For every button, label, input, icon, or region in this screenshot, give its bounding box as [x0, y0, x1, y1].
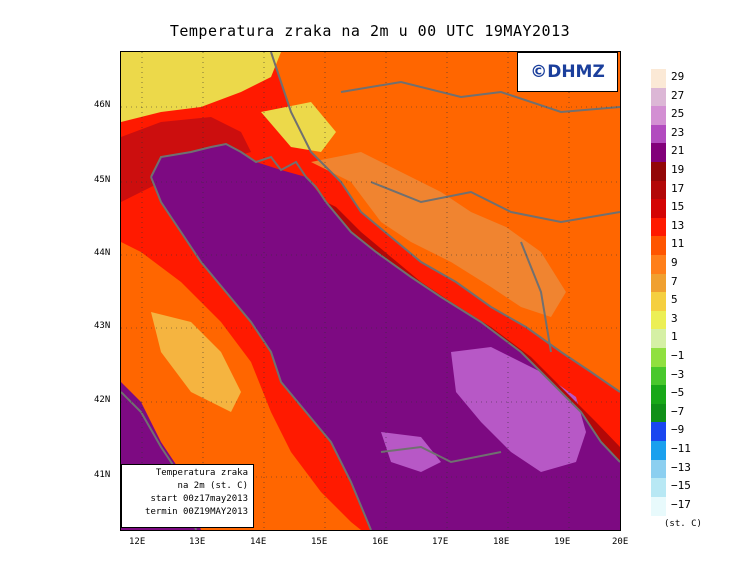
land-yellow-alpine	[121, 52, 281, 122]
y-tick: 46N	[94, 100, 111, 110]
legend-label: 7	[671, 274, 678, 288]
x-tick: 17E	[432, 537, 449, 547]
legend-label: −5	[671, 386, 685, 400]
legend-swatch	[651, 310, 666, 330]
y-tick: 42N	[94, 395, 111, 405]
legend-label: −13	[671, 460, 691, 474]
legend-swatch	[651, 366, 666, 386]
info-line-unit: na 2m (st. C)	[177, 481, 248, 491]
legend-label: 1	[671, 330, 678, 344]
legend-label: 21	[671, 144, 685, 158]
legend-label: −15	[671, 479, 691, 493]
x-tick: 16E	[372, 537, 389, 547]
legend-swatch	[651, 199, 666, 219]
y-tick: 41N	[94, 470, 111, 480]
legend-label: 11	[671, 237, 685, 251]
land-light-orange-band	[311, 152, 566, 317]
legend-label: 19	[671, 163, 685, 176]
legend-swatch	[651, 106, 666, 126]
dhmz-logo: ©DHMZ	[517, 52, 618, 92]
legend-swatch	[651, 69, 666, 88]
temperature-map	[120, 51, 621, 531]
legend-swatch	[651, 143, 666, 163]
legend-label: 9	[671, 256, 678, 269]
legend-swatch	[651, 422, 666, 442]
legend-swatch	[651, 162, 666, 181]
legend-label: 13	[671, 218, 685, 232]
legend-label: 5	[671, 293, 678, 307]
x-tick: 12E	[129, 537, 146, 547]
italy-interior	[121, 242, 361, 530]
y-tick: 44N	[94, 248, 111, 258]
info-box: Temperatura zraka na 2m (st. C) start 00…	[121, 464, 254, 528]
italy-interior-yellow	[151, 312, 241, 412]
x-tick: 18E	[493, 537, 510, 547]
legend-swatch	[651, 124, 666, 144]
legend-label: 25	[671, 107, 685, 121]
legend-swatch	[651, 217, 666, 237]
legend-label: 3	[671, 311, 678, 325]
x-tick: 20E	[612, 537, 629, 547]
legend-label: 23	[671, 125, 685, 139]
legend-swatch	[651, 459, 666, 479]
legend-label: −3	[671, 367, 685, 381]
legend-label: 17	[671, 181, 685, 195]
sea-light-patch-south	[381, 432, 441, 472]
legend-swatch	[651, 385, 666, 405]
y-tick: 43N	[94, 321, 111, 331]
x-tick: 13E	[189, 537, 206, 547]
info-line-start: start 00z17may2013	[150, 494, 248, 504]
legend-swatch	[651, 255, 666, 274]
legend-swatch	[651, 180, 666, 200]
legend-swatch	[651, 292, 666, 312]
x-tick: 19E	[554, 537, 571, 547]
legend-label: −9	[671, 423, 685, 437]
legend-swatch	[651, 441, 666, 460]
legend-swatch	[651, 329, 666, 349]
info-line-variable: Temperatura zraka	[155, 468, 248, 478]
legend-swatch	[651, 348, 666, 367]
legend-label: −1	[671, 349, 685, 362]
sea-light-patch-east	[451, 347, 586, 472]
legend-swatch	[651, 87, 666, 107]
legend-swatch	[651, 496, 666, 516]
legend-label: −7	[671, 404, 685, 418]
legend-label: 29	[671, 70, 685, 83]
info-line-termin: termin 00Z19MAY2013	[145, 507, 248, 517]
temperature-field	[121, 52, 620, 530]
legend-swatch	[651, 478, 666, 498]
croatia-coast-band	[326, 202, 620, 462]
x-tick: 14E	[250, 537, 267, 547]
map-title: Temperatura zraka na 2m u 00 UTC 19MAY20…	[169, 22, 571, 40]
legend-label: −11	[671, 442, 691, 455]
graticule	[121, 52, 620, 530]
x-tick: 15E	[311, 537, 328, 547]
legend-swatch	[651, 236, 666, 256]
legend-label: −17	[671, 497, 691, 511]
legend-swatch	[651, 403, 666, 423]
legend-swatch	[651, 273, 666, 293]
legend-label: 15	[671, 200, 685, 214]
legend-unit: (st. C)	[664, 519, 702, 529]
legend-label: 27	[671, 88, 685, 102]
y-tick: 45N	[94, 175, 111, 185]
